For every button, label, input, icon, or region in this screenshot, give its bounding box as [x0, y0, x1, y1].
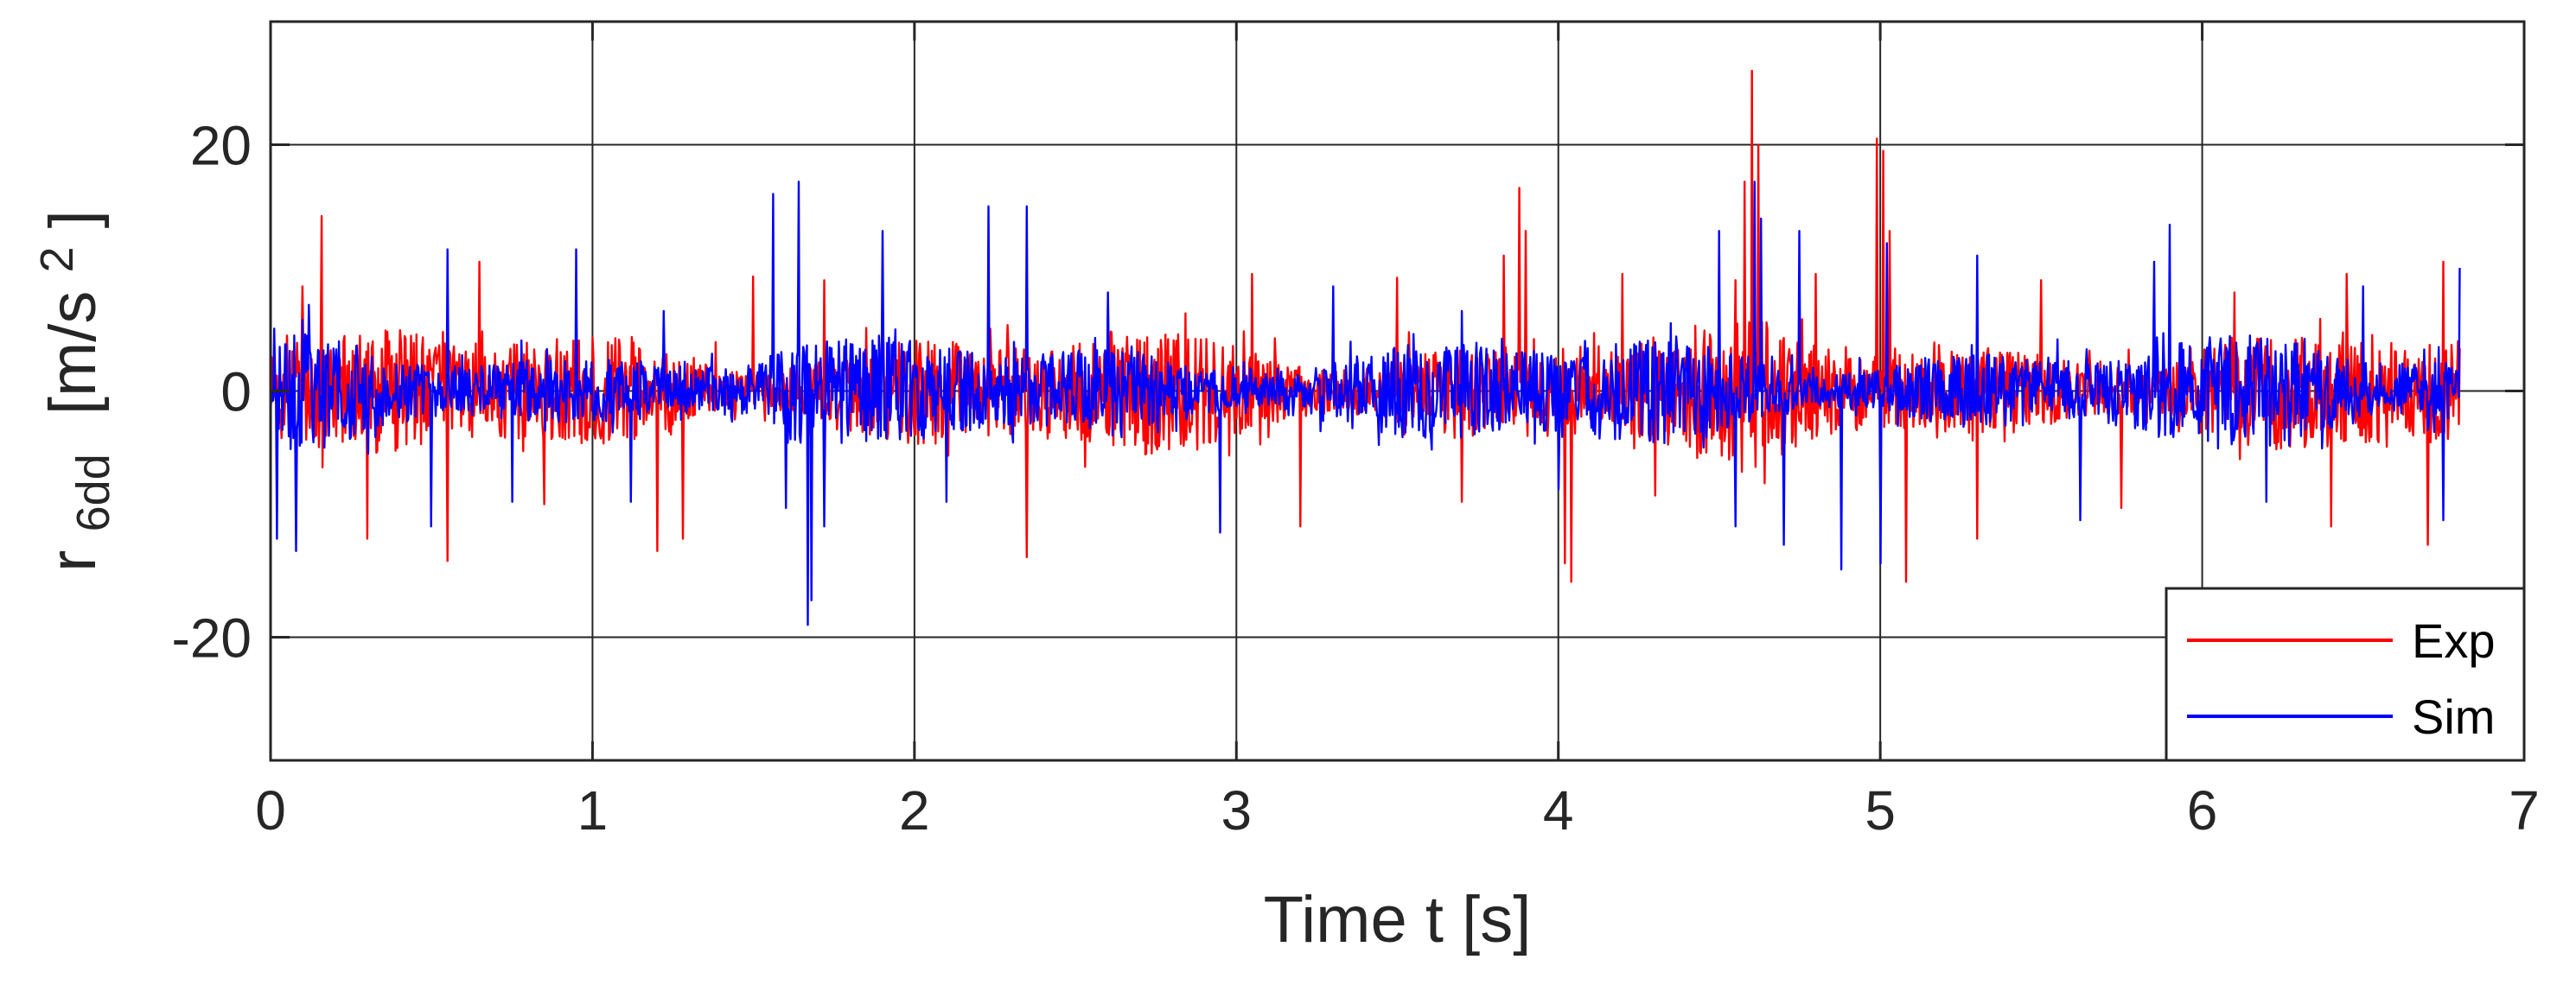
- series-layer: [269, 69, 2461, 626]
- y-axis-title-units-close: ]: [36, 210, 110, 228]
- legend-label-sim: Sim: [2412, 690, 2495, 744]
- y-axis-title: r 6dd [m/s 2 ]: [14, 210, 124, 572]
- x-axis-title: Time t [s]: [1264, 883, 1532, 956]
- legend-box: [2165, 587, 2526, 762]
- series-line-sim: [269, 181, 2461, 626]
- x-tick-label: 5: [1865, 779, 1896, 842]
- y-tick-label: -20: [172, 607, 252, 670]
- x-tick-label: 2: [899, 779, 930, 842]
- x-tick-label: 7: [2509, 779, 2540, 842]
- y-axis-title-subscript: 6dd: [67, 454, 119, 531]
- axis-ticks: 0 1 2 3 4 5 6 7 -20 0 20: [172, 22, 2540, 842]
- x-tick-label: 6: [2187, 779, 2218, 842]
- x-tick-label: 0: [255, 779, 286, 842]
- y-tick-label: 0: [220, 361, 252, 423]
- x-tick-label: 1: [577, 779, 609, 842]
- y-axis-title-base: r: [36, 550, 110, 572]
- y-axis-title-units-superscript: 2: [31, 246, 83, 272]
- legend-label-exp: Exp: [2412, 613, 2496, 668]
- x-tick-label: 3: [1221, 779, 1252, 842]
- legend: Exp Sim: [2165, 587, 2526, 762]
- y-axis-title-units: [m/s: [36, 291, 110, 416]
- x-tick-label: 4: [1543, 779, 1574, 842]
- y-tick-label: 20: [190, 115, 252, 177]
